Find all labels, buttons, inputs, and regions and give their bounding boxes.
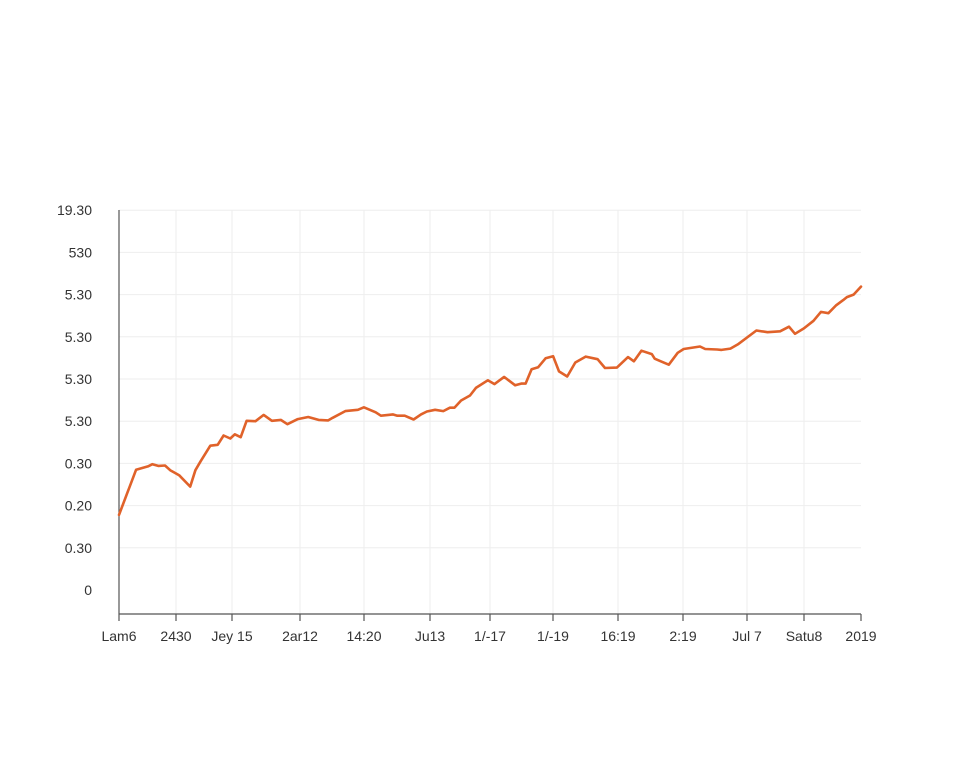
y-tick-labels: 0 0.30 0.20 0.30 5.30 5.30 5.30 5.30 530 19.30 [57,202,92,598]
y-tick-label: 0.30 [65,455,92,471]
x-tick-label: 2019 [845,628,876,644]
grid [119,209,861,614]
x-tick-labels: Lam6 2430 Jey 15 2ar12 14:20 Ju13 1/-17 1/-19 16… [101,614,877,644]
y-tick-label: 0.20 [65,498,92,514]
y-tick-label: 19.30 [57,202,92,218]
x-tick-label: Ju13 [415,628,446,644]
y-tick-label: 0.30 [65,540,92,556]
x-tick-label: Jul 7 [732,628,762,644]
x-tick-label: 2ar12 [282,628,318,644]
x-tick-label: Satu8 [786,628,823,644]
x-tick-label: 1/-19 [537,628,569,644]
y-tick-label: 5.30 [65,329,92,345]
x-tick-label: 2:19 [669,628,696,644]
x-tick-label: Jey 15 [211,628,252,644]
y-tick-label: 5.30 [65,413,92,429]
y-tick-label: 5.30 [65,371,92,387]
y-tick-label: 0 [84,582,92,598]
x-tick-label: 2430 [160,628,191,644]
y-tick-label: 5.30 [65,287,92,303]
series [117,285,863,517]
x-tick-label: 1/-17 [474,628,506,644]
x-tick-label: 14:20 [346,628,381,644]
y-tick-label: 530 [69,244,93,260]
x-tick-label: Lam6 [101,628,136,644]
x-tick-label: 16:19 [600,628,635,644]
series-line [117,285,863,517]
